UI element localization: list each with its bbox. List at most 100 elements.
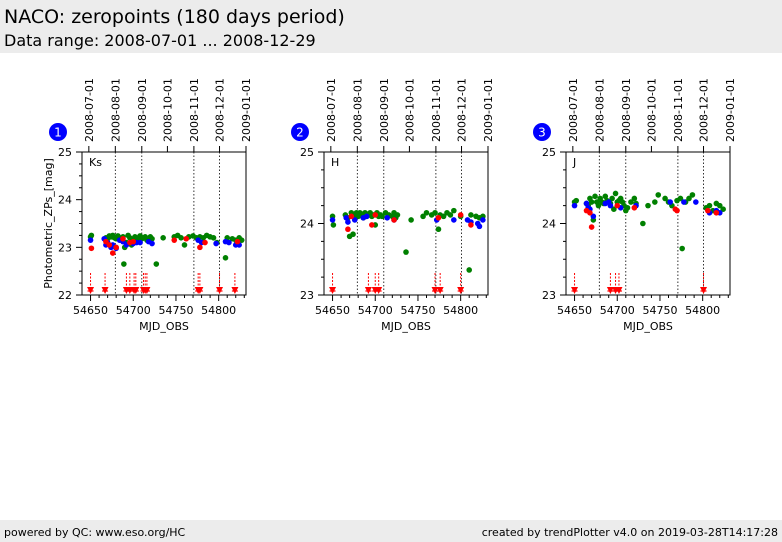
outlier-arrow-head <box>571 287 579 294</box>
data-point-green <box>432 209 438 216</box>
data-point-green <box>631 195 638 202</box>
data-point-red <box>713 209 720 216</box>
data-point-green <box>394 212 401 218</box>
data-point-red <box>587 209 593 216</box>
data-point-green <box>160 235 166 241</box>
y-tick-label: 23 <box>58 241 72 254</box>
data-point-blue <box>571 202 578 209</box>
data-point-blue <box>137 239 143 246</box>
data-point-red <box>435 214 442 221</box>
data-point-green <box>588 199 595 205</box>
filter-label: H <box>331 156 339 169</box>
data-point-green <box>423 209 430 216</box>
outlier-arrow-head <box>132 287 140 294</box>
data-point-red <box>202 239 208 246</box>
data-point-red <box>372 212 379 218</box>
date-tick-label: 2008-08-01 <box>593 78 606 142</box>
data-point-green <box>121 261 127 267</box>
x-tick-label: 54700 <box>358 304 393 317</box>
panel-badge <box>533 123 551 141</box>
y-tick-label: 24 <box>58 194 72 207</box>
data-range-subtitle: Data range: 2008-07-01 ... 2008-12-29 <box>4 31 316 50</box>
data-point-green <box>88 232 95 239</box>
data-point-blue <box>480 217 486 223</box>
filter-label: J <box>572 156 576 169</box>
data-point-green <box>447 212 454 218</box>
date-tick-label: 2008-09-01 <box>620 78 633 142</box>
data-point-green <box>181 242 188 248</box>
data-point-red <box>588 224 595 230</box>
data-point-red <box>130 238 137 245</box>
x-tick-label: 54650 <box>315 304 350 317</box>
data-point-green <box>677 195 684 202</box>
data-point-blue <box>667 199 674 205</box>
outlier-arrow-head <box>615 287 623 294</box>
chart-panel-1: 22 23 24 25 54650 54700 54750 54800 MJD_OBS Photo… <box>42 78 253 333</box>
outlier-arrow-head <box>700 287 708 294</box>
panel-badge-number: 2 <box>296 126 304 140</box>
data-point-green <box>420 213 426 220</box>
panel-badge-number: 1 <box>54 126 62 140</box>
data-point-red <box>183 235 190 242</box>
data-point-red <box>614 202 621 209</box>
x-tick-label: 54800 <box>685 304 720 317</box>
data-point-green <box>222 255 229 261</box>
data-point-green <box>573 197 580 204</box>
outlier-arrow-head <box>231 287 239 294</box>
footer-credit: powered by QC: www.eso.org/HC <box>4 526 186 539</box>
data-point-green <box>609 195 615 202</box>
y-tick-label: 23 <box>300 289 314 302</box>
data-point-green <box>350 231 356 238</box>
outlier-arrow-head <box>431 287 439 294</box>
outlier-arrow-head <box>457 287 465 294</box>
data-point-green <box>645 202 651 209</box>
data-point-green <box>440 213 447 220</box>
y-tick-label: 24 <box>542 218 556 231</box>
data-point-green <box>403 249 409 255</box>
date-tick-label: 2008-11-01 <box>672 78 685 142</box>
data-point-green <box>379 213 385 220</box>
data-point-green <box>624 204 631 211</box>
y-tick-label: 25 <box>58 146 72 159</box>
data-point-green <box>408 217 414 223</box>
data-point-blue <box>329 217 336 223</box>
panel-badge-number: 3 <box>538 126 546 140</box>
data-point-red <box>113 244 119 251</box>
data-point-green <box>238 237 245 243</box>
y-tick-label: 24 <box>300 218 314 231</box>
data-point-red <box>197 244 203 251</box>
data-point-red <box>234 238 241 245</box>
x-tick-label: 54750 <box>400 304 435 317</box>
outlier-arrow-head <box>364 287 372 294</box>
footer-bar: powered by QC: www.eso.org/HC created by… <box>0 520 782 542</box>
date-tick-label: 2008-10-01 <box>645 78 658 142</box>
data-point-blue <box>351 217 358 223</box>
x-axis-label: MJD_OBS <box>139 320 189 333</box>
data-point-red <box>106 242 113 248</box>
data-point-red <box>457 212 464 218</box>
date-tick-label: 2008-12-01 <box>456 78 469 142</box>
data-point-green <box>662 195 668 202</box>
data-point-green <box>640 220 646 227</box>
data-point-green <box>720 206 726 212</box>
data-point-red <box>109 250 116 256</box>
date-tick-label: 2008-11-01 <box>188 78 201 142</box>
data-point-red <box>674 207 680 214</box>
outlier-arrow-head <box>375 287 383 294</box>
outlier-arrow-head <box>87 287 95 294</box>
date-tick-label: 2008-10-01 <box>161 78 174 142</box>
date-tick-label: 2008-07-01 <box>567 78 580 142</box>
outlier-arrow-head <box>101 287 109 294</box>
outlier-arrow-head <box>436 287 444 294</box>
panel-badge <box>49 123 67 141</box>
data-point-blue <box>213 240 219 247</box>
footer-timestamp: created by trendPlotter v4.0 on 2019-03-… <box>481 526 778 539</box>
date-tick-label: 2009-01-01 <box>724 78 737 142</box>
data-point-blue <box>384 214 391 221</box>
data-point-red <box>120 235 126 242</box>
data-point-green <box>612 190 619 197</box>
outlier-arrow-head <box>216 287 224 294</box>
data-point-green <box>686 195 692 202</box>
outlier-arrow-head <box>196 287 204 294</box>
data-point-red <box>391 217 397 223</box>
